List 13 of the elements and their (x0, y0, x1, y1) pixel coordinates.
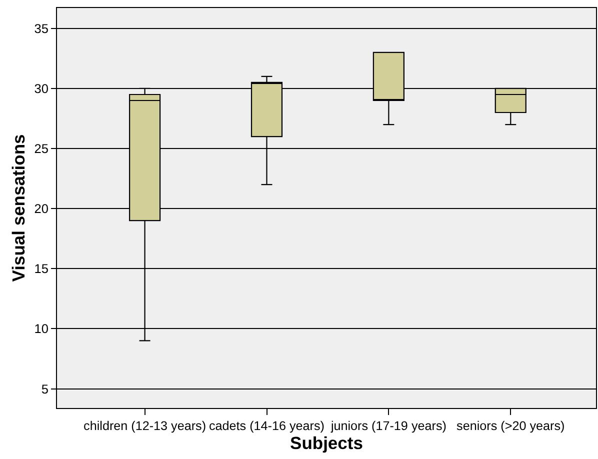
y-tick-label: 30 (34, 80, 48, 96)
y-axis-title: Visual sensations (8, 134, 29, 282)
y-tick-label: 10 (34, 321, 48, 336)
y-tick-label: 5 (41, 381, 48, 396)
x-tick-label: juniors (17-19 years) (330, 419, 446, 434)
y-tick-label: 15 (34, 261, 48, 276)
x-axis-title: Subjects (290, 433, 364, 454)
x-tick-label: seniors (>20 years) (456, 419, 565, 434)
x-tick-label: children (12-13 years) (84, 419, 206, 434)
y-tick-label: 25 (34, 141, 48, 156)
y-tick-label: 35 (34, 20, 48, 36)
y-tick-label: 20 (34, 201, 48, 216)
x-tick-label: cadets (14-16 years) (209, 419, 324, 434)
